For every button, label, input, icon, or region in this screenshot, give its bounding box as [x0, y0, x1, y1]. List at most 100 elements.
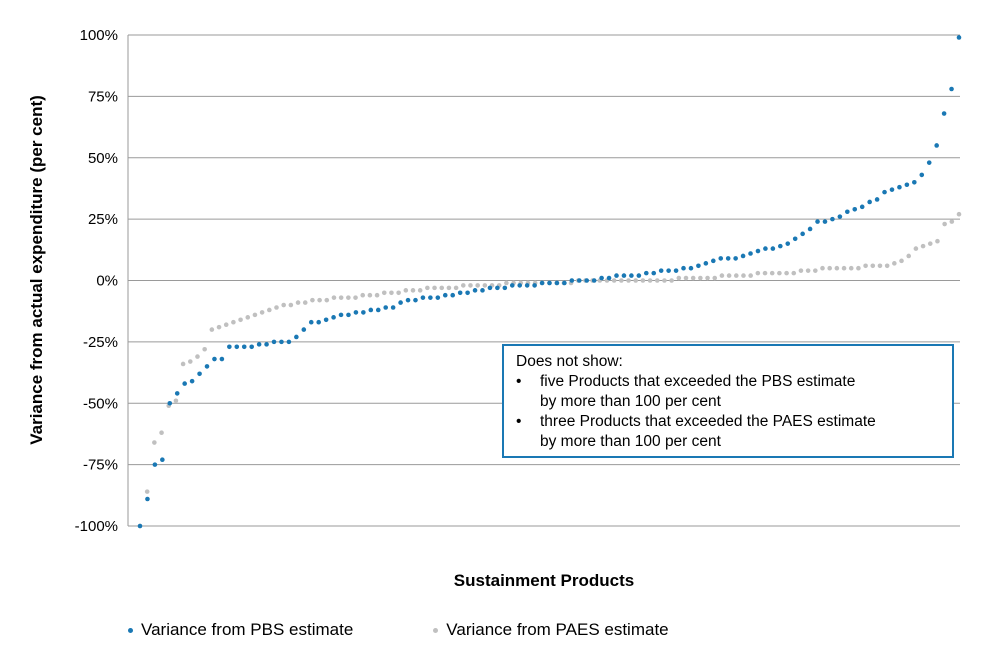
data-point: [897, 184, 902, 190]
bullet-marker: •: [516, 373, 522, 390]
data-point: [152, 440, 157, 445]
data-point: [187, 359, 193, 364]
legend-item-paes: Variance from PAES estimate: [433, 620, 669, 640]
data-point: [281, 302, 286, 308]
data-point: [353, 295, 358, 300]
y-axis-title: Variance from actual expenditure (per ce…: [27, 95, 46, 445]
data-point: [432, 285, 437, 291]
data-point: [353, 310, 359, 315]
data-point: [611, 278, 617, 283]
data-point: [934, 143, 939, 148]
data-point: [926, 160, 932, 165]
y-tick-labels: 100% 75% 50% 25% 0% -25% -50% -75% -100%: [75, 27, 118, 535]
data-point: [748, 273, 753, 278]
data-point: [417, 288, 423, 293]
data-point: [539, 280, 545, 286]
annotation-item-continuation: by more than 100 per cent: [540, 433, 721, 450]
data-point: [317, 297, 322, 303]
data-point: [949, 219, 955, 224]
data-point: [654, 278, 660, 283]
data-point: [956, 211, 962, 217]
data-point: [450, 292, 456, 298]
legend-item-pbs: Variance from PBS estimate: [128, 620, 353, 640]
data-point: [457, 290, 463, 296]
data-point: [733, 273, 739, 278]
data-point: [870, 263, 876, 269]
data-point: [755, 248, 761, 254]
data-point: [428, 295, 433, 300]
data-point: [906, 253, 912, 259]
annotation-item: • five Products that exceeded the PBS es…: [516, 372, 940, 412]
data-point: [837, 214, 843, 219]
data-point: [389, 290, 394, 296]
data-point: [798, 268, 804, 273]
annotation-list: • five Products that exceeded the PBS es…: [516, 372, 940, 452]
legend-label-pbs: Variance from PBS estimate: [141, 620, 354, 639]
data-point: [398, 300, 403, 305]
data-point: [301, 327, 307, 332]
data-point: [381, 290, 387, 296]
data-point: [189, 378, 195, 384]
y-tick-label: 50%: [88, 150, 118, 167]
data-point: [683, 275, 689, 281]
data-point: [712, 275, 718, 281]
data-point: [703, 261, 709, 266]
data-point: [413, 297, 418, 303]
data-point: [791, 270, 797, 276]
data-point: [504, 280, 509, 286]
annotation-heading: Does not show:: [516, 353, 623, 370]
data-point: [173, 398, 179, 404]
data-point: [524, 283, 530, 288]
series-pbs: [137, 35, 962, 529]
data-point: [405, 297, 411, 303]
data-point: [726, 273, 732, 278]
data-point: [688, 265, 694, 271]
data-point: [877, 263, 883, 269]
data-point: [174, 391, 180, 396]
data-point: [288, 302, 294, 308]
data-point: [705, 275, 710, 281]
data-point: [892, 261, 897, 266]
y-tick-label: 75%: [88, 88, 118, 105]
data-point: [346, 312, 351, 318]
data-point: [517, 283, 523, 288]
data-point: [690, 275, 696, 281]
data-point: [889, 187, 895, 192]
data-point: [472, 288, 478, 293]
data-point: [711, 258, 716, 264]
legend-marker-pbs: [128, 627, 133, 633]
data-point: [863, 263, 868, 269]
data-point: [658, 268, 664, 273]
data-point: [182, 381, 187, 386]
data-point: [453, 285, 459, 291]
data-point: [647, 278, 653, 283]
data-point: [867, 199, 872, 205]
data-point: [619, 278, 624, 283]
data-point: [360, 292, 366, 298]
legend-marker-paes: [433, 627, 439, 633]
data-point: [719, 273, 725, 278]
data-point: [209, 327, 215, 332]
data-point: [874, 197, 880, 202]
data-point: [249, 344, 254, 350]
data-point: [234, 344, 240, 350]
data-point: [271, 339, 277, 345]
data-point: [899, 258, 904, 264]
data-point: [495, 285, 500, 291]
data-point: [599, 275, 604, 281]
data-point: [252, 312, 258, 318]
data-point: [882, 189, 887, 195]
data-point: [956, 35, 962, 40]
data-point: [941, 111, 947, 116]
data-point: [294, 334, 299, 340]
data-point: [554, 280, 560, 286]
data-point: [197, 371, 202, 377]
data-point: [748, 251, 753, 256]
data-point: [475, 283, 480, 288]
y-tick-label: -75%: [83, 457, 118, 474]
data-point: [482, 283, 488, 288]
y-tick-label: 100%: [80, 27, 118, 44]
data-point: [777, 270, 782, 276]
y-tick-label: -100%: [75, 518, 118, 535]
y-tick-label: -50%: [83, 395, 118, 412]
